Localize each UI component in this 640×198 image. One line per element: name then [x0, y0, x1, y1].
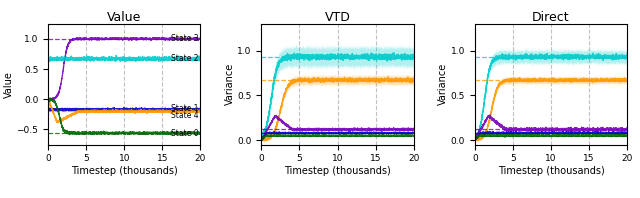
Text: State 1: State 1 — [172, 104, 199, 113]
Title: Value: Value — [107, 11, 141, 24]
Text: State 4: State 4 — [172, 111, 199, 120]
X-axis label: Timestep (thousands): Timestep (thousands) — [284, 166, 391, 176]
X-axis label: Timestep (thousands): Timestep (thousands) — [498, 166, 604, 176]
Title: Direct: Direct — [532, 11, 570, 24]
Title: VTD: VTD — [324, 11, 351, 24]
Text: State 2: State 2 — [172, 54, 199, 63]
Y-axis label: Variance: Variance — [438, 63, 448, 105]
Text: State 0: State 0 — [172, 129, 199, 138]
Y-axis label: Value: Value — [4, 71, 13, 98]
X-axis label: Timestep (thousands): Timestep (thousands) — [71, 166, 177, 176]
Text: State 3: State 3 — [172, 34, 199, 43]
Y-axis label: Variance: Variance — [225, 63, 234, 105]
